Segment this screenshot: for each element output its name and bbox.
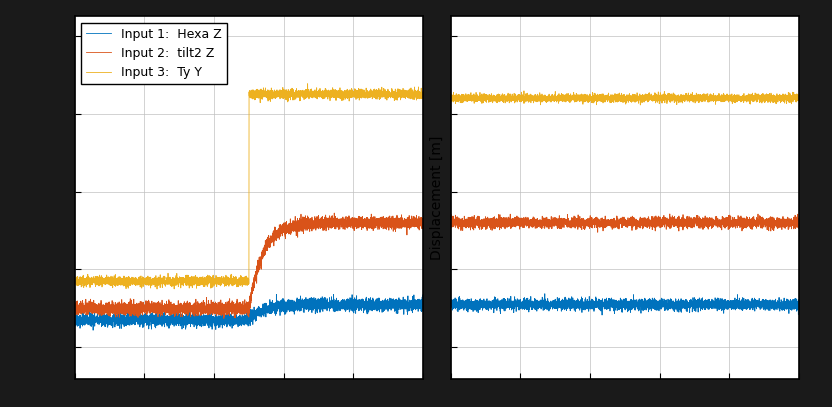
Input 3:  Ty Y: (0.747, 0.456): Ty Y: (0.747, 0.456): [329, 90, 339, 94]
Input 2:  tilt2 Z: (0, -0.103): tilt2 Z: (0, -0.103): [70, 307, 80, 312]
Legend: Input 1:  Hexa Z, Input 2:  tilt2 Z, Input 3:  Ty Y: Input 1: Hexa Z, Input 2: tilt2 Z, Input…: [82, 22, 227, 84]
Line: Input 2:  tilt2 Z: Input 2: tilt2 Z: [75, 213, 423, 318]
Input 2:  tilt2 Z: (0.747, 0.122): tilt2 Z: (0.747, 0.122): [329, 219, 339, 224]
Input 2:  tilt2 Z: (0.182, -0.0866): tilt2 Z: (0.182, -0.0866): [133, 301, 143, 306]
Input 1:  Hexa Z: (0.382, -0.112): Hexa Z: (0.382, -0.112): [203, 311, 213, 315]
Input 3:  Ty Y: (0.6, 0.449): Ty Y: (0.6, 0.449): [279, 92, 289, 97]
Input 1:  Hexa Z: (0, -0.126): Hexa Z: (0, -0.126): [70, 316, 80, 321]
Input 3:  Ty Y: (1, 0.453): Ty Y: (1, 0.453): [418, 91, 428, 96]
Input 2:  tilt2 Z: (0.382, -0.117): tilt2 Z: (0.382, -0.117): [203, 313, 213, 317]
Line: Input 3:  Ty Y: Input 3: Ty Y: [75, 84, 423, 289]
Input 1:  Hexa Z: (0.823, -0.0775): Hexa Z: (0.823, -0.0775): [356, 297, 366, 302]
Input 2:  tilt2 Z: (0.6, 0.119): tilt2 Z: (0.6, 0.119): [279, 221, 289, 226]
Input 3:  Ty Y: (0.382, -0.0379): Ty Y: (0.382, -0.0379): [203, 282, 213, 287]
Input 2:  tilt2 Z: (1, 0.125): tilt2 Z: (1, 0.125): [418, 218, 428, 223]
Input 1:  Hexa Z: (0.6, -0.109): Hexa Z: (0.6, -0.109): [279, 309, 289, 314]
Input 3:  Ty Y: (0.182, -0.0333): Ty Y: (0.182, -0.0333): [133, 280, 143, 285]
Input 1:  Hexa Z: (0.182, -0.113): Hexa Z: (0.182, -0.113): [133, 311, 143, 316]
Input 3:  Ty Y: (0.651, 0.453): Ty Y: (0.651, 0.453): [296, 90, 306, 95]
Input 3:  Ty Y: (0.236, -0.0503): Ty Y: (0.236, -0.0503): [152, 287, 162, 291]
Input 1:  Hexa Z: (1, -0.0968): Hexa Z: (1, -0.0968): [418, 305, 428, 310]
Input 2:  tilt2 Z: (0.823, 0.128): tilt2 Z: (0.823, 0.128): [356, 217, 366, 222]
Input 2:  tilt2 Z: (0.428, -0.126): tilt2 Z: (0.428, -0.126): [219, 316, 229, 321]
Input 2:  tilt2 Z: (0.745, 0.145): tilt2 Z: (0.745, 0.145): [329, 210, 339, 215]
Text: Displacement [m]: Displacement [m]: [430, 135, 443, 260]
Line: Input 1:  Hexa Z: Input 1: Hexa Z: [75, 294, 423, 330]
Input 2:  tilt2 Z: (0.651, 0.0999): tilt2 Z: (0.651, 0.0999): [296, 228, 306, 233]
Input 1:  Hexa Z: (0.0524, -0.156): Hexa Z: (0.0524, -0.156): [88, 328, 98, 333]
Input 1:  Hexa Z: (0.747, -0.106): Hexa Z: (0.747, -0.106): [329, 309, 339, 313]
Input 3:  Ty Y: (0, -0.0341): Ty Y: (0, -0.0341): [70, 280, 80, 285]
Input 3:  Ty Y: (0.669, 0.477): Ty Y: (0.669, 0.477): [303, 81, 313, 86]
Input 1:  Hexa Z: (0.579, -0.0641): Hexa Z: (0.579, -0.0641): [271, 292, 281, 297]
Input 1:  Hexa Z: (0.651, -0.0825): Hexa Z: (0.651, -0.0825): [296, 299, 306, 304]
Input 3:  Ty Y: (0.823, 0.448): Ty Y: (0.823, 0.448): [356, 93, 366, 98]
